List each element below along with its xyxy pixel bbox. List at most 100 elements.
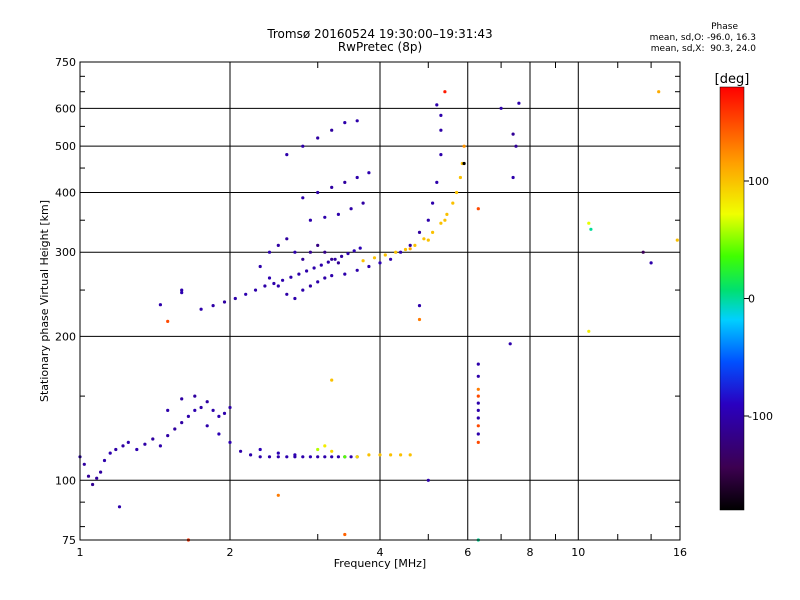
data-point: [330, 449, 334, 453]
data-point: [422, 237, 426, 241]
data-point: [431, 201, 435, 205]
y-tick-label: 750: [55, 56, 76, 69]
data-point: [417, 317, 422, 322]
data-point: [276, 493, 280, 497]
data-point: [443, 218, 447, 222]
data-point: [114, 447, 118, 452]
chart-subtitle: RwPretec (8p): [337, 40, 423, 54]
y-tick-label: 600: [55, 102, 76, 115]
data-point: [367, 264, 371, 269]
colorbar-tick-label: -100: [748, 410, 773, 423]
data-point: [517, 101, 521, 105]
data-point: [99, 470, 103, 474]
data-point: [293, 453, 297, 457]
data-point: [166, 319, 170, 323]
data-point: [511, 175, 515, 180]
data-point: [316, 243, 320, 247]
data-point: [158, 444, 162, 448]
data-point: [135, 447, 139, 452]
data-point: [82, 462, 86, 466]
data-point: [657, 90, 661, 94]
data-point: [91, 482, 95, 487]
data-point: [281, 278, 285, 282]
data-point: [476, 432, 480, 436]
y-tick-label: 500: [55, 140, 76, 153]
data-point: [323, 276, 327, 280]
data-point: [258, 455, 262, 459]
data-point: [499, 106, 503, 110]
colorbar-ticks: 100 0 -100: [744, 175, 773, 423]
data-point: [199, 307, 203, 311]
y-tick-label: 300: [55, 246, 76, 259]
data-point: [431, 230, 435, 234]
data-point: [426, 478, 430, 482]
data-point: [336, 455, 340, 459]
data-point: [511, 132, 515, 136]
data-point: [193, 394, 197, 398]
data-point: [239, 449, 243, 453]
data-point: [399, 250, 403, 254]
data-point: [367, 453, 371, 457]
data-point: [508, 342, 512, 346]
data-point: [435, 180, 439, 184]
x-tick-label: 6: [464, 546, 471, 559]
data-point: [649, 261, 653, 265]
data-point: [476, 416, 480, 420]
data-point: [343, 455, 347, 459]
data-point: [199, 405, 203, 410]
data-point: [439, 128, 443, 132]
data-point: [408, 453, 412, 457]
data-point: [378, 261, 382, 265]
data-point: [372, 256, 377, 260]
data-point: [272, 281, 276, 286]
data-point: [276, 284, 280, 288]
data-point: [186, 414, 190, 418]
data-point: [439, 113, 443, 117]
data-point: [205, 400, 209, 404]
data-point: [443, 90, 447, 94]
data-point: [301, 144, 305, 148]
data-point: [355, 119, 359, 123]
data-point: [151, 437, 155, 441]
data-point: [166, 434, 170, 438]
data-point: [267, 276, 272, 280]
data-point: [211, 408, 215, 412]
data-point: [126, 440, 130, 444]
data-point: [343, 121, 347, 125]
x-tick-label: 1: [77, 546, 84, 559]
data-point: [143, 442, 147, 446]
data-point: [285, 292, 289, 296]
data-point: [451, 201, 455, 205]
data-point: [378, 453, 382, 457]
colorbar-tick-label: 100: [748, 175, 769, 188]
data-point: [476, 394, 480, 398]
data-point: [308, 218, 312, 222]
data-point: [222, 411, 227, 415]
data-point: [217, 414, 221, 418]
plot-frame: [79, 61, 681, 541]
data-point: [476, 408, 480, 412]
data-point: [330, 128, 334, 132]
data-point: [244, 292, 248, 296]
data-point: [263, 284, 267, 288]
data-point: [330, 378, 334, 382]
data-point: [323, 215, 327, 219]
data-points: [78, 90, 679, 542]
data-point: [289, 275, 293, 279]
data-point: [352, 249, 356, 253]
data-point: [476, 374, 480, 378]
data-point: [276, 243, 280, 247]
data-point: [323, 444, 327, 448]
data-point: [228, 405, 232, 410]
data-point: [361, 259, 365, 263]
y-axis-label: Stationary phase Virtual Height [km]: [38, 200, 51, 402]
data-point: [180, 397, 184, 401]
data-point: [403, 247, 408, 252]
data-point: [267, 250, 272, 254]
data-point: [233, 296, 237, 301]
data-point: [333, 257, 337, 261]
data-point: [349, 207, 353, 211]
data-point: [258, 264, 262, 269]
data-point: [285, 237, 289, 241]
data-point: [285, 455, 289, 459]
